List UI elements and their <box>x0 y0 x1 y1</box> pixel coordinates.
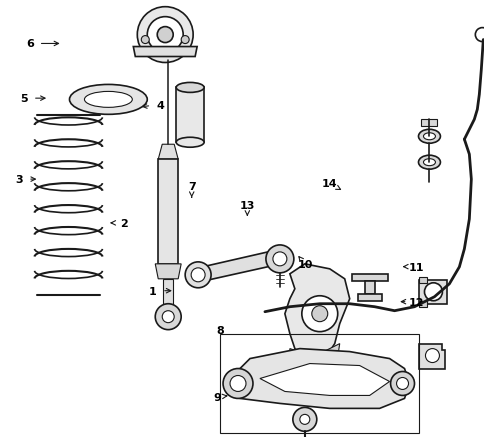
Text: 13: 13 <box>239 201 255 211</box>
Circle shape <box>265 245 293 273</box>
Polygon shape <box>351 274 387 281</box>
Circle shape <box>157 28 173 43</box>
Ellipse shape <box>176 83 204 93</box>
Polygon shape <box>158 160 178 264</box>
Polygon shape <box>419 277 426 283</box>
Text: 1: 1 <box>149 286 157 296</box>
Ellipse shape <box>84 92 132 108</box>
Circle shape <box>396 378 408 389</box>
Polygon shape <box>364 281 374 294</box>
Circle shape <box>299 414 309 424</box>
Text: 6: 6 <box>26 39 33 49</box>
Circle shape <box>181 36 189 44</box>
Polygon shape <box>158 145 178 160</box>
Text: 11: 11 <box>408 262 424 272</box>
Text: 3: 3 <box>15 175 23 185</box>
Polygon shape <box>419 301 426 307</box>
Text: 4: 4 <box>156 100 164 110</box>
Ellipse shape <box>418 130 439 144</box>
Circle shape <box>162 311 174 323</box>
Circle shape <box>272 252 286 266</box>
Polygon shape <box>163 279 173 304</box>
Text: 7: 7 <box>187 181 195 191</box>
Polygon shape <box>289 349 319 374</box>
Circle shape <box>301 296 337 332</box>
Ellipse shape <box>69 85 147 115</box>
Polygon shape <box>419 344 444 369</box>
Polygon shape <box>155 264 181 279</box>
Text: 2: 2 <box>120 219 128 228</box>
Text: 12: 12 <box>408 297 424 307</box>
Text: 10: 10 <box>297 260 312 270</box>
Ellipse shape <box>423 159 435 166</box>
Circle shape <box>424 349 439 363</box>
Text: 8: 8 <box>216 325 224 336</box>
Ellipse shape <box>423 134 435 141</box>
Circle shape <box>390 372 414 396</box>
Circle shape <box>474 28 484 42</box>
Polygon shape <box>133 47 197 57</box>
Circle shape <box>292 407 316 431</box>
Text: 9: 9 <box>213 392 221 402</box>
Circle shape <box>147 18 183 53</box>
Text: 5: 5 <box>20 94 28 104</box>
Polygon shape <box>225 349 408 409</box>
Ellipse shape <box>176 138 204 148</box>
Circle shape <box>155 304 181 330</box>
Polygon shape <box>176 88 204 143</box>
Text: 14: 14 <box>321 179 337 189</box>
Polygon shape <box>419 280 446 304</box>
Circle shape <box>424 283 441 301</box>
Circle shape <box>185 262 211 288</box>
Polygon shape <box>198 252 272 282</box>
Circle shape <box>141 36 149 44</box>
Polygon shape <box>284 264 349 364</box>
Circle shape <box>137 7 193 64</box>
Polygon shape <box>421 120 437 127</box>
Polygon shape <box>357 294 381 301</box>
Circle shape <box>229 376 245 392</box>
Circle shape <box>311 306 327 322</box>
Ellipse shape <box>418 156 439 170</box>
Circle shape <box>223 369 253 399</box>
Polygon shape <box>259 364 389 396</box>
Circle shape <box>191 268 205 282</box>
Polygon shape <box>316 344 339 372</box>
